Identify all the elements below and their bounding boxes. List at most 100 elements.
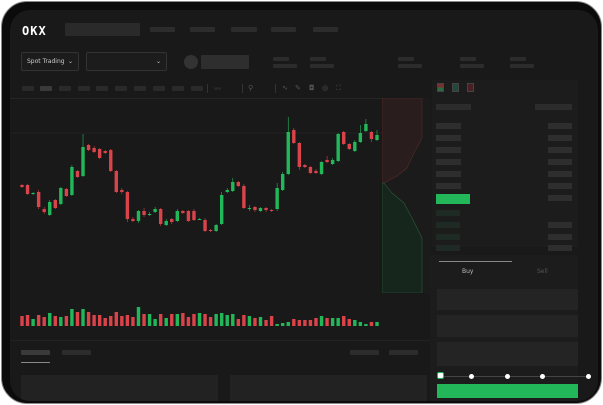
percent-slider[interactable] [438,376,590,377]
settings-icon[interactable]: ◎ [322,84,329,92]
candle [297,143,302,167]
volume-bar [114,312,118,326]
nav-item[interactable] [313,27,338,32]
volume-bar [214,314,218,326]
candle [330,160,335,164]
candlestick-chart[interactable] [10,10,390,340]
volume-bar [97,315,102,326]
ask-amount [548,135,572,141]
amount-input[interactable] [437,315,578,337]
timeframe-button[interactable] [96,86,108,91]
tab-sell[interactable]: Sell [537,268,548,275]
candle [192,211,196,220]
candle [81,147,85,176]
candle [158,209,163,224]
volume-bar [203,314,207,326]
stat-label [273,57,289,61]
candle [286,132,290,174]
nav-item[interactable] [231,27,257,32]
orderbook-both-icon[interactable] [437,83,444,92]
candle [225,190,229,192]
volume-bar [31,319,35,326]
price-input[interactable] [437,289,578,310]
volume-bar [70,309,74,326]
chevron-down-icon: ⌄ [67,58,73,65]
candle [292,130,296,143]
candle [164,221,168,225]
buy-button[interactable] [437,384,578,398]
slider-stop-25[interactable] [469,374,474,379]
candle [175,211,180,221]
tab-buy[interactable]: Buy [462,268,474,275]
tab-history[interactable] [62,350,91,355]
candle [203,220,207,231]
volume-bar [236,319,241,326]
volume-bar [175,314,180,326]
filter-button[interactable] [389,350,418,355]
indicator-icon[interactable]: 〰 [214,85,221,93]
volume-bar [59,317,63,326]
candle [42,209,46,212]
ask-amount [548,123,572,129]
candle [186,211,191,221]
chart-type-icon[interactable]: ⚲ [248,84,254,92]
volume-bar [275,324,279,326]
timeframe-button[interactable] [172,86,184,91]
stat-value [310,64,334,68]
timeframe-button[interactable] [40,86,52,91]
ruler-icon[interactable]: ✎ [295,84,301,92]
orderbook-buy-icon[interactable] [452,83,459,92]
total-input[interactable] [437,342,578,366]
ask-amount [548,195,572,201]
candle [31,193,35,194]
volume-bar [153,319,157,326]
candle [86,145,91,150]
nav-item[interactable] [150,27,175,32]
candle [242,186,246,208]
camera-icon[interactable]: ◘ [309,84,315,92]
volume-bar [308,320,313,326]
volume-bar [158,314,163,326]
slider-stop-100[interactable] [586,374,591,379]
ask-price [436,171,461,177]
candle [264,208,268,210]
volume-bar [64,316,69,326]
slider-handle[interactable] [437,372,444,379]
candle [142,211,146,215]
volume-bar [81,309,85,326]
volume-bar [336,318,340,326]
bottom-card [21,375,218,401]
timeframe-button[interactable] [153,86,165,91]
nav-item[interactable] [271,27,296,32]
candle [308,167,313,173]
app-screen: OKX Spot Trading ⌄ ⌄ 〰 ⚲ ∿ ✎ ◘ ◎ ⛶ Buy Se… [10,10,598,401]
volume-bar [231,314,235,326]
pair-select[interactable]: ⌄ [86,52,167,71]
ask-amount [548,147,572,153]
candle [197,219,202,220]
tab-underline [21,362,50,363]
line-icon[interactable]: ∿ [282,84,288,92]
tab-open-orders[interactable] [21,350,50,355]
search-bar[interactable] [65,23,140,36]
timeframe-button[interactable] [59,86,71,91]
candle [236,182,241,186]
volume-bar [120,316,124,326]
nav-item[interactable] [190,27,215,32]
timeframe-button[interactable] [22,86,34,91]
ask-amount [548,159,572,165]
timeframe-button[interactable] [78,86,90,91]
candle [253,207,257,210]
market-select[interactable]: Spot Trading ⌄ [21,52,79,71]
filter-button[interactable] [350,350,379,355]
slider-stop-75[interactable] [540,374,545,379]
orderbook-sell-icon[interactable] [467,83,474,92]
slider-stop-50[interactable] [505,374,510,379]
timeframe-button[interactable] [115,86,127,91]
timeframe-button[interactable] [134,86,146,91]
volume-bar [281,323,285,326]
chevron-down-icon: ⌄ [155,58,161,65]
volume-bar [86,312,91,326]
timeframe-button[interactable] [191,86,203,91]
fullscreen-icon[interactable]: ⛶ [336,84,341,92]
